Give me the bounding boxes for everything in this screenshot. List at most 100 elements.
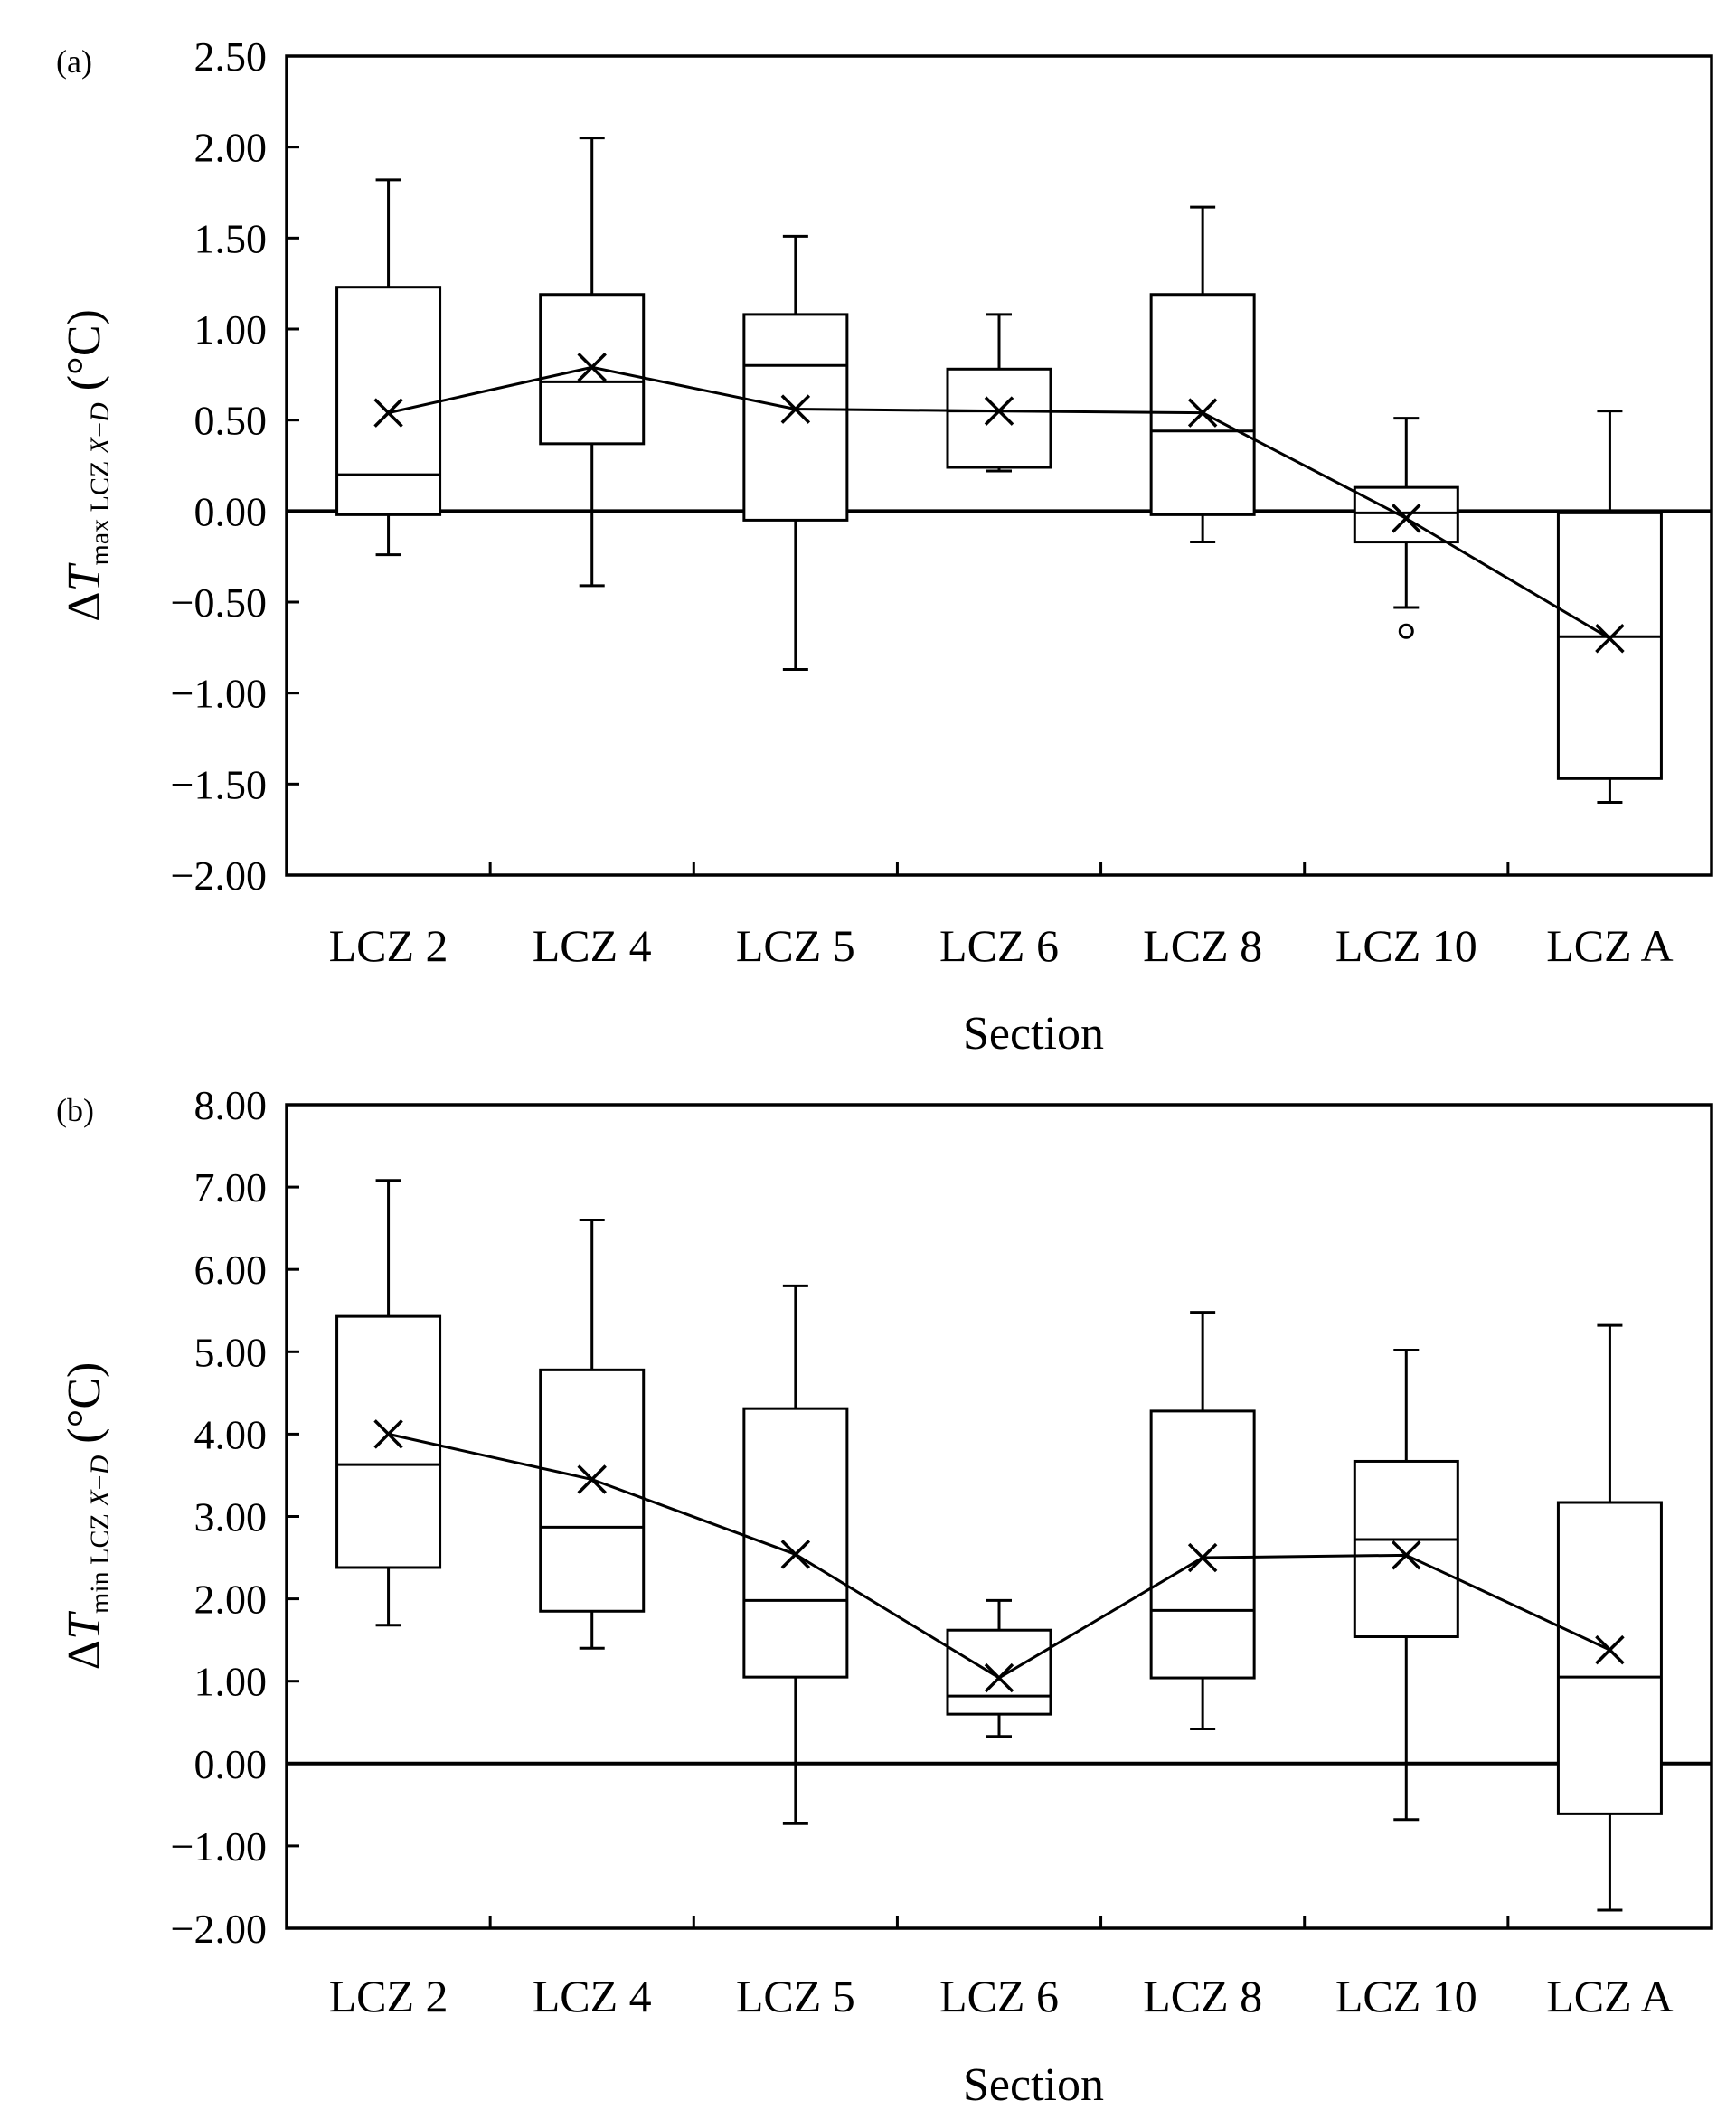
x-category-label: LCZ 8 xyxy=(1143,1971,1262,2021)
iqr-box xyxy=(335,1314,442,1569)
mean-marker-stroke xyxy=(1392,1540,1421,1570)
mean-marker-stroke xyxy=(1392,504,1421,533)
box-group-lcz-8 xyxy=(1149,1311,1256,1731)
box-group-lcz-6 xyxy=(946,313,1052,473)
y-title-variable: T xyxy=(59,1611,110,1640)
iqr-box xyxy=(742,1407,849,1679)
y-tick-label: 5.00 xyxy=(194,1329,268,1375)
x-axis-title: Section xyxy=(963,1008,1104,1060)
x-category-label: LCZ 4 xyxy=(533,1971,652,2021)
y-title-subscript-x: X xyxy=(85,436,115,455)
y-axis-title: ΔTmax LCZ X−D (°C) xyxy=(59,309,115,622)
plot-frame xyxy=(285,54,1713,877)
box-group-lcz-a xyxy=(1556,1323,1663,1912)
y-tick-label: 3.00 xyxy=(194,1494,268,1540)
iqr-box xyxy=(1556,1501,1663,1815)
x-category-label: LCZ 2 xyxy=(329,1971,448,2021)
iqr-box xyxy=(742,313,849,522)
y-title-subscript-minus: − xyxy=(85,1474,115,1490)
mean-marker-stroke xyxy=(984,1662,1014,1693)
mean-marker-stroke xyxy=(1595,1634,1625,1665)
y-tick-label: −1.00 xyxy=(171,671,267,717)
y-title-unit: (°C) xyxy=(59,1362,110,1455)
mean-marker xyxy=(984,1662,1014,1693)
mean-marker xyxy=(1595,624,1625,654)
mean-marker-stroke xyxy=(373,1419,403,1449)
x-axis-title: Section xyxy=(963,2059,1104,2111)
mean-marker xyxy=(984,396,1014,426)
iqr-box xyxy=(1556,511,1663,780)
y-tick-label: 6.00 xyxy=(194,1247,268,1293)
box-group-lcz-5 xyxy=(742,234,849,671)
x-category-label: LCZ 6 xyxy=(939,1971,1059,2021)
y-title-subscript: min LCZ xyxy=(85,1507,115,1614)
iqr-box xyxy=(1149,1409,1256,1680)
y-tick-label: 8.00 xyxy=(194,1082,268,1128)
mean-marker-stroke xyxy=(373,398,403,428)
mean-marker-stroke xyxy=(1595,624,1625,654)
box-group-lcz-a xyxy=(1556,410,1663,804)
y-title-subscript-d: D xyxy=(85,402,115,423)
x-category-label: LCZ 5 xyxy=(736,1971,855,2021)
y-title-unit: (°C) xyxy=(59,309,110,402)
mean-marker xyxy=(780,394,811,424)
y-axis-title: ΔTmin LCZ X−D (°C) xyxy=(59,1362,115,1671)
mean-marker xyxy=(373,1419,403,1449)
mean-marker-stroke xyxy=(780,394,811,424)
mean-marker xyxy=(373,398,403,428)
panel-a: −2.00 −1.50 −1.00 −0.50 0.00 0.50 1.00 1.50 2.00… xyxy=(56,33,1713,1060)
mean-marker-stroke xyxy=(984,396,1014,426)
iqr-box xyxy=(946,1628,1052,1716)
box-group-lcz-6 xyxy=(946,1598,1052,1738)
plot-frame xyxy=(285,1103,1713,1930)
mean-marker-stroke xyxy=(1187,398,1218,428)
y-title-subscript-x: X xyxy=(85,1489,115,1508)
x-category-label: LCZ 8 xyxy=(1143,920,1262,971)
box-group-lcz-4 xyxy=(539,137,646,588)
box-group-lcz-4 xyxy=(539,1219,646,1650)
x-category-label: LCZ A xyxy=(1546,1971,1673,2021)
y-title-subscript: max LCZ xyxy=(85,454,115,565)
y-tick-label: −1.00 xyxy=(171,1823,267,1869)
mean-marker xyxy=(780,1540,811,1569)
y-title-subscript-d: D xyxy=(85,1455,115,1475)
y-tick-label: 0.50 xyxy=(194,398,268,444)
mean-marker xyxy=(1187,1542,1218,1573)
mean-marker xyxy=(577,353,607,382)
panel-b: −2.00 −1.00 0.00 1.00 2.00 3.00 4.00 5.00 6.00 7.… xyxy=(56,1082,1713,2111)
x-category-label: LCZ 5 xyxy=(736,920,855,971)
mean-marker xyxy=(1392,1540,1421,1570)
x-category-label: LCZ 10 xyxy=(1335,1971,1477,2021)
iqr-box xyxy=(539,1368,646,1613)
iqr-box xyxy=(946,367,1052,469)
y-tick-label: 7.00 xyxy=(194,1164,268,1210)
y-tick-label: −1.50 xyxy=(171,761,267,807)
outlier-point xyxy=(1398,623,1414,639)
x-category-label: LCZ A xyxy=(1546,920,1673,971)
iqr-box xyxy=(1353,1459,1459,1639)
panel-label: (a) xyxy=(56,43,92,80)
box-group-lcz-10 xyxy=(1353,1348,1459,1822)
y-tick-label: 2.00 xyxy=(194,125,268,171)
y-title-delta: Δ xyxy=(59,1640,110,1670)
iqr-box xyxy=(1353,485,1459,544)
mean-marker-stroke xyxy=(577,353,607,382)
box-group-lcz-8 xyxy=(1149,205,1256,544)
y-title-subscript-minus: − xyxy=(85,422,115,438)
y-title-variable: T xyxy=(59,562,110,591)
y-tick-label: 0.00 xyxy=(194,488,268,534)
y-tick-label: 4.00 xyxy=(194,1411,268,1457)
mean-marker-stroke xyxy=(577,1464,607,1494)
box-group-lcz-2 xyxy=(335,178,442,557)
y-tick-label: 1.00 xyxy=(194,1659,268,1705)
y-tick-label: −2.00 xyxy=(171,852,267,899)
y-tick-label: −2.00 xyxy=(171,1906,267,1952)
iqr-box xyxy=(1149,293,1256,516)
mean-marker xyxy=(1392,504,1421,533)
iqr-box xyxy=(335,286,442,516)
x-category-label: LCZ 4 xyxy=(533,920,652,971)
y-tick-label: 2.50 xyxy=(194,33,268,80)
y-tick-label: 0.00 xyxy=(194,1741,268,1787)
